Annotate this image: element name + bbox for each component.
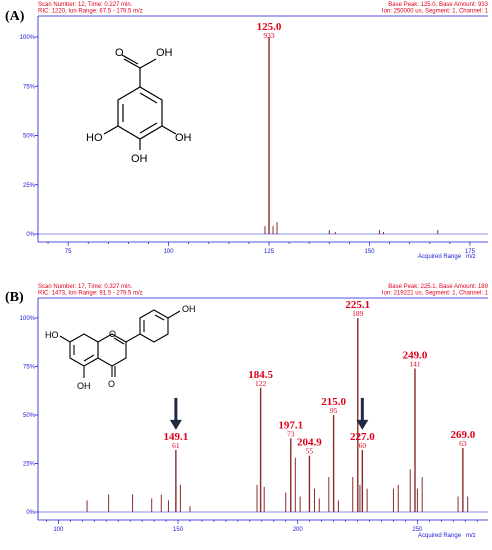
structure-b-label: O	[108, 379, 115, 389]
panel-a-unit: m/z	[466, 254, 476, 260]
panel-b-unit: m/z	[466, 533, 476, 539]
peak-label: 197.1	[278, 419, 303, 431]
x-tick-label: 100	[53, 527, 64, 533]
panel-a-ion-time: Ion: 250000 us, Segment: 1, Channel: 1	[382, 9, 489, 15]
hydroxyl-bond	[139, 58, 157, 69]
structure-a-label: OH	[175, 132, 192, 144]
y-tick-label: 75%	[23, 84, 36, 90]
panel-b-label: (B)	[5, 290, 24, 305]
peak-intensity-label: 933	[263, 31, 275, 40]
arrow-head-icon	[356, 419, 369, 430]
y-tick-label: 100%	[20, 35, 36, 41]
x-tick-label: 150	[173, 527, 184, 533]
y-tick-label: 25%	[23, 462, 36, 468]
peak-intensity-label: 141	[409, 359, 421, 368]
structure-b-label: HO	[45, 330, 59, 340]
y-tick-label: 0%	[26, 510, 35, 516]
peak-intensity-label: 73	[287, 429, 295, 438]
peak-intensity-label: 189	[352, 309, 364, 318]
peak-label: 204.9	[297, 437, 322, 449]
peak-intensity-label: 122	[255, 379, 267, 388]
structure-a-label: O	[115, 47, 124, 59]
structure-a-label: OH	[131, 153, 148, 165]
benzene-ring	[117, 86, 163, 140]
peak-label: 269.0	[450, 429, 475, 441]
y-tick-label: 100%	[20, 316, 36, 322]
x-tick-label: 100	[164, 249, 175, 255]
x-tick-label: 175	[465, 249, 476, 255]
structure-b-label: O	[109, 329, 116, 339]
carbonyl-bond	[123, 58, 141, 69]
peak-label: 125.0	[257, 21, 282, 33]
panel-b-scan-info: Scan Number: 17, Time: 0.327 min.	[38, 284, 133, 290]
peak-intensity-label: 63	[459, 439, 467, 448]
c-ring-double-bond	[113, 337, 125, 345]
carbonyl-bond	[121, 54, 139, 65]
peak-label: 184.5	[248, 369, 273, 381]
panel-a-scan-info: Scan Number: 12, Time: 0.227 min.	[38, 2, 133, 8]
arrow-head-icon	[169, 419, 182, 430]
ring-double-bond	[139, 92, 158, 104]
panel-a-ion-range: RIC: 1220, Ion Range: 67.5 - 179.5 m/z	[38, 9, 143, 15]
hydroxyl-bond	[59, 335, 71, 343]
peak-label: 149.1	[163, 431, 188, 443]
peak-label: 225.1	[345, 299, 370, 311]
panel-b-ion-time: Ion: 219221 us, Segment: 1, Channel: 1	[382, 291, 489, 297]
b-ring-link	[125, 333, 141, 343]
panel-b-acquired-range: Acquired Range	[418, 533, 462, 539]
panel-b-ion-range: RIC: 1473, Ion Range: 91.5 - 279.5 m/z	[38, 291, 143, 297]
panel-a-acquired-range: Acquired Range	[418, 254, 462, 260]
structure-a-label: HO	[86, 132, 103, 144]
y-tick-label: 50%	[23, 413, 36, 419]
structure-b-label: OH	[77, 381, 91, 391]
y-tick-label: 0%	[26, 232, 35, 238]
y-tick-label: 75%	[23, 365, 36, 371]
panel-a-base-peak: Base Peak: 125.0, Base Amount: 933	[388, 2, 488, 8]
x-tick-label: 150	[364, 249, 375, 255]
gallic-acid-structure	[103, 54, 177, 150]
panel-b-base-peak: Base Peak: 225.1, Base Amount: 189	[388, 284, 488, 290]
x-tick-label: 75	[65, 249, 72, 255]
hydroxyl-bond	[103, 125, 119, 135]
x-tick-label: 250	[412, 527, 423, 533]
peak-label: 227.0	[350, 431, 375, 443]
x-tick-label: 200	[293, 527, 304, 533]
peak-intensity-label: 95	[330, 406, 338, 415]
y-tick-label: 50%	[23, 134, 36, 140]
apigenin-structure	[59, 309, 181, 378]
structure-b-label: OH	[182, 304, 196, 314]
panel-b-plot: 0%25%50%75%100%100 150 200 250149.161184.51…	[20, 299, 488, 533]
x-tick-label: 125	[264, 249, 275, 255]
structure-a-label: OH	[156, 47, 173, 59]
hydroxyl-bond	[167, 310, 181, 319]
peak-label: 215.0	[321, 396, 346, 408]
panel-a: (A) Scan Number: 12, Time: 0.227 min. RI…	[5, 2, 489, 260]
c-ring	[97, 333, 127, 367]
peak-label: 249.0	[403, 349, 428, 361]
panel-b: (B) Scan Number: 17, Time: 0.327 min. RI…	[5, 284, 489, 539]
ring-double-bond	[139, 122, 158, 134]
peak-intensity-label: 55	[306, 447, 314, 456]
y-tick-label: 25%	[23, 183, 36, 189]
panel-a-label: (A)	[5, 9, 25, 24]
peak-intensity-label: 61	[172, 441, 180, 450]
hydroxyl-bond	[161, 125, 177, 135]
b-ring-double-bond	[154, 314, 165, 321]
peak-intensity-label: 60	[359, 441, 367, 450]
a-ring-double-bond	[83, 354, 95, 362]
